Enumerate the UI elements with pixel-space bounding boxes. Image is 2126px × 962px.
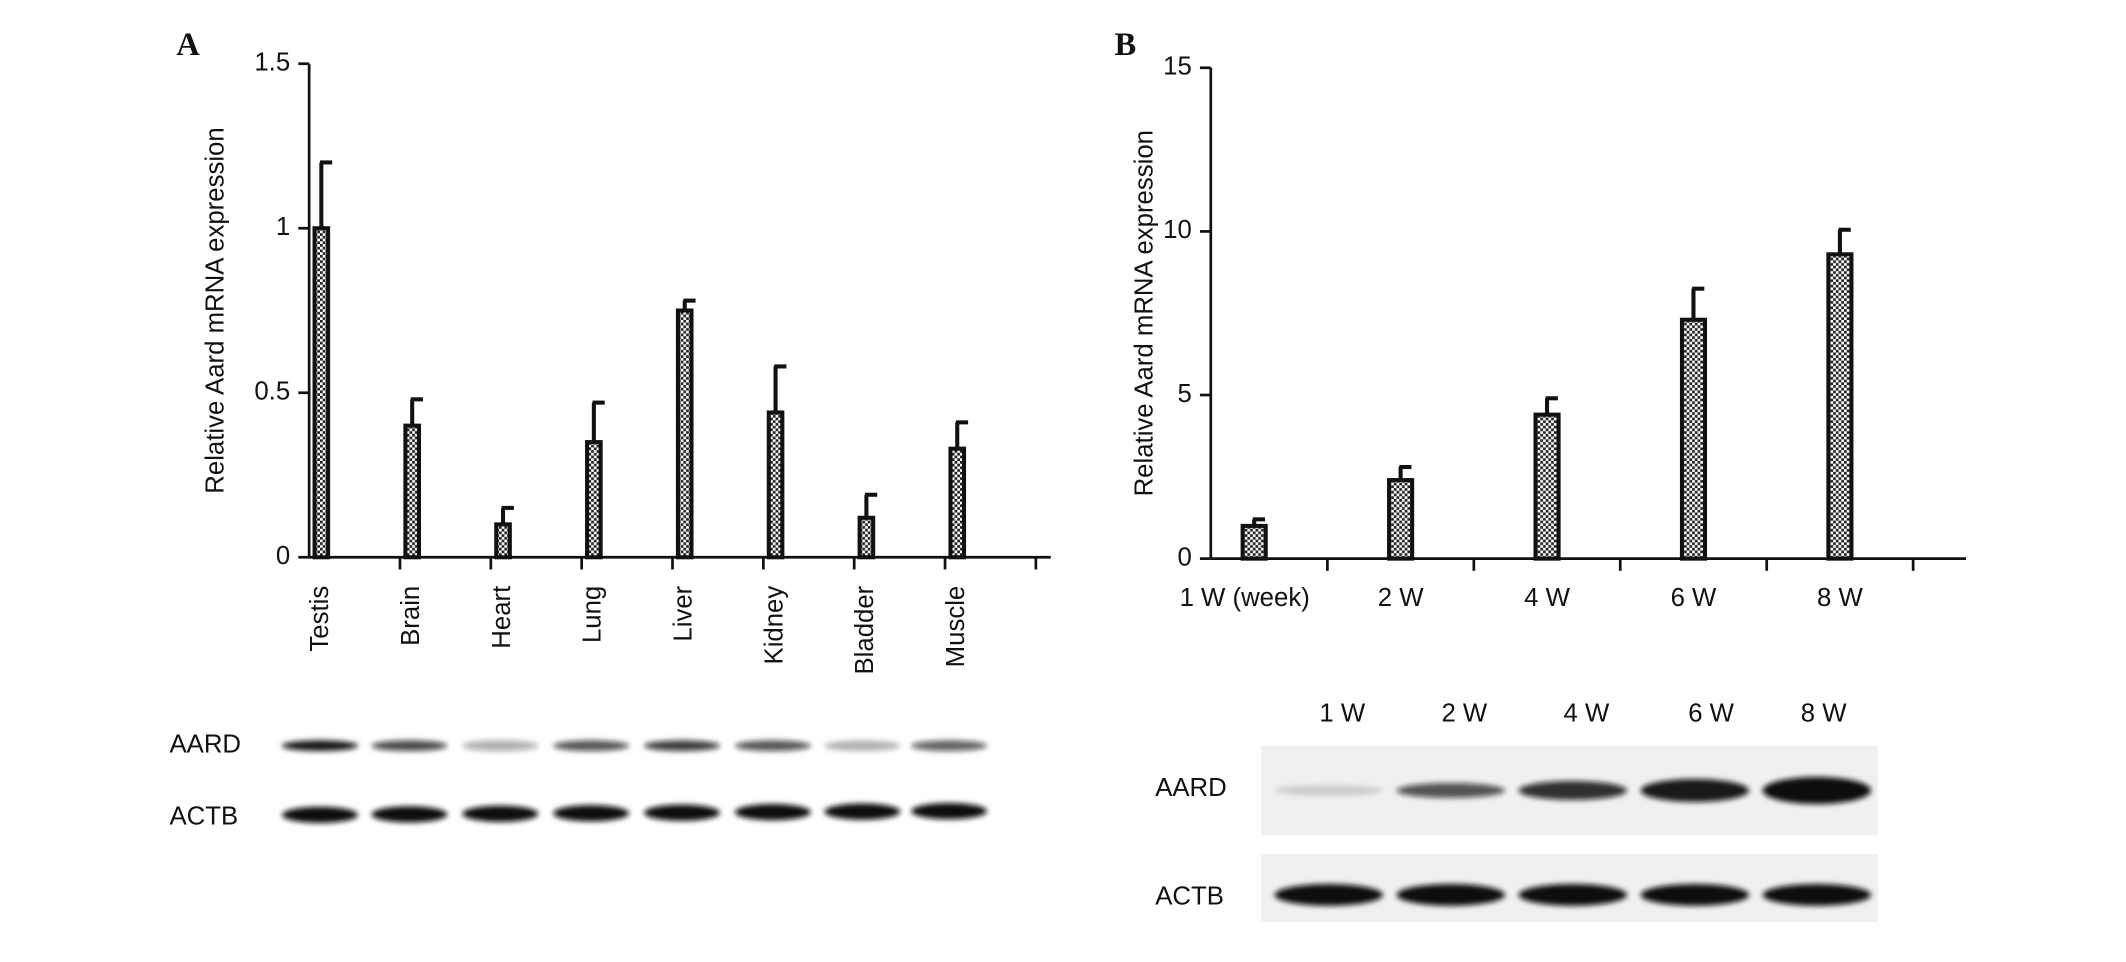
x-tick-label: Liver xyxy=(670,585,698,641)
bar xyxy=(948,446,967,560)
x-tick-label: Brain xyxy=(397,586,425,646)
blot-band xyxy=(371,806,448,823)
blot-band xyxy=(1274,884,1383,906)
y-tick-label: 0 xyxy=(1177,543,1191,571)
blot-lane-label: 6 W xyxy=(1688,699,1734,727)
blot-band xyxy=(1762,884,1872,906)
blot-band xyxy=(824,740,901,752)
bar xyxy=(1533,412,1561,561)
blot-band xyxy=(1274,785,1383,796)
blot-band xyxy=(553,740,630,752)
x-tick-label: 6 W xyxy=(1671,584,1717,612)
blot-band xyxy=(371,740,448,752)
blot-row-label: ACTB xyxy=(169,802,238,830)
y-axis-label: Relative Aard mRNA expression xyxy=(202,127,230,493)
x-tick-label: Muscle xyxy=(942,586,970,668)
blot-band xyxy=(644,804,720,821)
blot-band xyxy=(911,740,988,752)
bar xyxy=(312,226,331,560)
bar xyxy=(1387,478,1415,561)
blot-row-label: AARD xyxy=(1155,774,1227,802)
bar xyxy=(1826,252,1854,561)
blot-band xyxy=(1396,783,1506,798)
blot-band xyxy=(911,802,988,820)
x-tick-label: Heart xyxy=(488,586,516,649)
x-tick-label: 8 W xyxy=(1817,584,1863,612)
y-tick-label: 1.5 xyxy=(254,49,290,77)
blot-band xyxy=(1640,884,1750,906)
x-tick-label: 4 W xyxy=(1524,584,1570,612)
x-tick-label: 2 W xyxy=(1378,584,1424,612)
y-tick-label: 0.5 xyxy=(254,378,290,406)
bar xyxy=(403,423,421,560)
x-tick-label: Lung xyxy=(579,586,607,643)
y-tick-label: 5 xyxy=(1177,380,1191,408)
x-tick-label: Kidney xyxy=(760,586,788,665)
blot-band xyxy=(1396,884,1506,906)
panel-label: A xyxy=(176,27,200,63)
bar xyxy=(1240,523,1268,561)
blot-band xyxy=(282,740,358,752)
blot-band xyxy=(1518,884,1628,906)
blot-band xyxy=(282,806,358,824)
x-tick-label: Bladder xyxy=(851,585,879,674)
blot-band xyxy=(1518,780,1628,800)
bar xyxy=(494,522,512,560)
blot-lane-label: 2 W xyxy=(1441,699,1487,727)
bar xyxy=(585,440,603,560)
y-tick-label: 1 xyxy=(276,213,290,241)
blot-lane-label: 8 W xyxy=(1801,699,1847,727)
x-tick-label: Testis xyxy=(306,586,334,652)
y-tick-label: 0 xyxy=(276,542,290,570)
blot-band xyxy=(1762,776,1872,805)
blot-row-label: ACTB xyxy=(1155,882,1224,910)
blot-band xyxy=(824,803,901,820)
blot-row-label: AARD xyxy=(169,731,241,759)
blot-band xyxy=(734,804,811,821)
blot-band xyxy=(462,805,539,822)
bar xyxy=(1679,317,1708,561)
blot-band xyxy=(734,740,811,752)
blot-band xyxy=(644,740,720,752)
bar xyxy=(675,308,694,560)
blot-lane-label: 4 W xyxy=(1563,699,1609,727)
y-axis-label: Relative Aard mRNA expression xyxy=(1131,130,1159,496)
bar xyxy=(857,515,876,560)
y-tick-label: 10 xyxy=(1163,216,1192,244)
x-tick-label: 1 W (week) xyxy=(1180,584,1310,612)
blot-band xyxy=(553,805,630,822)
blot-band xyxy=(1640,778,1750,803)
blot-band xyxy=(462,740,539,752)
bar xyxy=(766,410,785,560)
blot-lane-label: 1 W xyxy=(1319,699,1365,727)
y-tick-label: 15 xyxy=(1163,53,1192,81)
panel-label: B xyxy=(1115,27,1137,63)
